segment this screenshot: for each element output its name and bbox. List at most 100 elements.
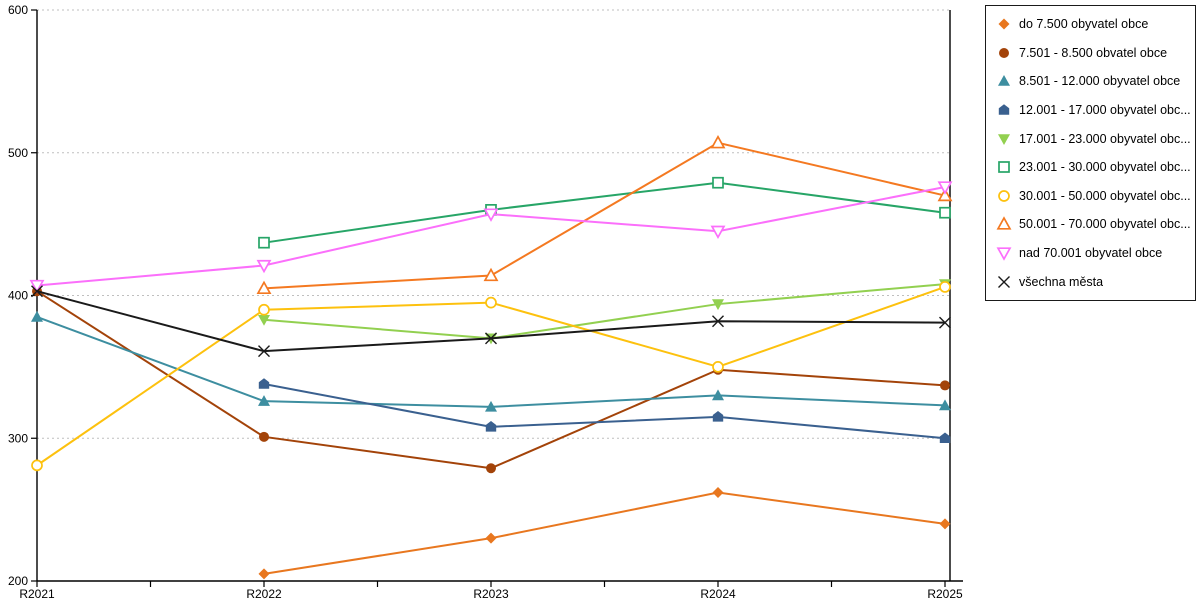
triangle-up-marker-icon: [258, 395, 270, 406]
triangle-up-marker-icon: [937, 187, 953, 202]
triangle-down-marker-icon: [712, 299, 724, 311]
triangle-up-marker-icon: [998, 75, 1010, 87]
legend-item-3: 12.001 - 17.000 obyvatel obc...: [996, 98, 1195, 122]
series-line: [263, 383, 946, 440]
triangle-up-marker-icon: [939, 399, 951, 411]
legend-item-label: 8.501 - 12.000 obyvatel obce: [1019, 74, 1181, 89]
circle-marker-icon: [940, 380, 950, 391]
y-tick-label: 300: [8, 431, 28, 445]
circle-marker-icon: [259, 431, 269, 442]
square-marker-icon: [712, 176, 724, 189]
x-tick-label: R2024: [700, 587, 736, 600]
series-1: [32, 286, 950, 474]
circle-marker-icon: [712, 361, 724, 373]
x-tick-label: R2025: [927, 587, 963, 600]
diamond-marker-icon: [258, 568, 270, 580]
circle-marker-icon: [31, 459, 43, 472]
circle-marker-icon: [939, 281, 951, 293]
pentagon-marker-icon: [712, 411, 724, 422]
triangle-down-marker-icon: [710, 225, 726, 240]
circle-icon: [999, 47, 1009, 58]
x-cross-marker-icon: [31, 285, 43, 298]
pentagon-marker-icon: [998, 104, 1010, 115]
legend-item-label: nad 70.001 obyvatel obce: [1019, 246, 1163, 261]
diamond-marker-icon: [998, 18, 1010, 30]
triangle-up-icon: [998, 75, 1010, 87]
legend-item-7: 50.001 - 70.000 obyvatel obc...: [996, 212, 1195, 236]
circle-marker-icon: [998, 190, 1010, 202]
circle-icon: [998, 190, 1010, 202]
series-line: [36, 315, 946, 408]
diamond-marker-icon: [485, 532, 497, 544]
series-line: [36, 290, 946, 470]
pentagon-marker-icon: [485, 421, 497, 432]
y-tick-label: 600: [8, 3, 28, 17]
circle-marker-icon: [486, 463, 496, 474]
triangle-up-marker-icon: [485, 400, 497, 412]
triangle-up-marker-icon: [256, 280, 272, 295]
diamond-icon: [998, 18, 1010, 30]
x-cross-marker-icon: [258, 345, 270, 358]
legend-item-0: do 7.500 obyvatel obce: [996, 12, 1195, 36]
diamond-marker-icon: [712, 486, 724, 498]
legend-item-5: 23.001 - 30.000 obyvatel obc...: [996, 155, 1195, 179]
triangle-up-marker-icon: [710, 135, 726, 149]
legend: do 7.500 obyvatel obce 7.501 - 8.500 obva…: [985, 5, 1196, 301]
legend-item-6: 30.001 - 50.000 obyvatel obc...: [996, 184, 1195, 208]
pentagon-icon: [998, 104, 1010, 115]
x-cross-icon: [998, 275, 1010, 288]
y-tick-label: 400: [8, 289, 28, 303]
series-7: [256, 135, 953, 295]
legend-item-1: 7.501 - 8.500 obvatel obce: [996, 41, 1195, 65]
square-marker-icon: [258, 236, 270, 249]
y-tick-label: 500: [8, 146, 28, 160]
triangle-down-marker-icon: [256, 259, 272, 274]
series-2: [31, 310, 951, 412]
x-tick-label: R2023: [473, 587, 509, 600]
circle-marker-icon: [999, 47, 1009, 58]
legend-item-label: 50.001 - 70.000 obyvatel obc...: [1019, 217, 1191, 232]
triangle-down-marker-icon: [998, 133, 1010, 145]
series-8: [29, 181, 953, 294]
series-line: [263, 491, 946, 575]
triangle-down-marker-icon: [258, 314, 270, 326]
legend-item-2: 8.501 - 12.000 obyvatel obce: [996, 69, 1195, 93]
triangle-down-marker-icon: [996, 247, 1012, 261]
legend-item-label: 30.001 - 50.000 obyvatel obc...: [1019, 188, 1191, 203]
pentagon-marker-icon: [939, 432, 951, 444]
x-cross-marker-icon: [485, 332, 497, 345]
triangle-down-marker-icon: [29, 279, 45, 294]
x-cross-marker-icon: [712, 315, 724, 328]
pentagon-marker-icon: [258, 378, 270, 389]
legend-item-4: 17.001 - 23.000 obyvatel obc...: [996, 127, 1195, 151]
circle-marker-icon: [485, 296, 497, 309]
triangle-down-marker-icon: [937, 181, 953, 195]
circle-marker-icon: [258, 303, 270, 316]
legend-item-8: nad 70.001 obyvatel obce: [996, 241, 1195, 265]
legend-item-label: 12.001 - 17.000 obyvatel obc...: [1019, 103, 1191, 118]
legend-item-label: 17.001 - 23.000 obyvatel obc...: [1019, 131, 1191, 146]
y-tick-label: 200: [8, 574, 28, 588]
triangle-up-icon: [996, 216, 1012, 231]
triangle-down-icon: [996, 247, 1012, 261]
series-5: [258, 176, 951, 249]
legend-item-label: 23.001 - 30.000 obyvatel obc...: [1019, 160, 1191, 175]
legend-item-label: 7.501 - 8.500 obvatel obce: [1019, 45, 1168, 60]
series-0: [258, 486, 951, 580]
square-marker-icon: [939, 206, 951, 219]
x-tick-label: R2021: [19, 587, 55, 600]
triangle-up-marker-icon: [996, 216, 1012, 231]
series-line: [263, 141, 946, 290]
x-cross-marker-icon: [998, 275, 1010, 288]
triangle-up-marker-icon: [483, 267, 499, 282]
triangle-down-marker-icon: [483, 208, 499, 222]
triangle-down-icon: [998, 133, 1010, 145]
series-line: [263, 181, 946, 244]
triangle-up-marker-icon: [31, 310, 43, 322]
diamond-marker-icon: [939, 518, 951, 530]
square-marker-icon: [998, 161, 1010, 174]
legend-item-label: do 7.500 obyvatel obce: [1019, 17, 1149, 32]
series-6: [31, 281, 951, 472]
